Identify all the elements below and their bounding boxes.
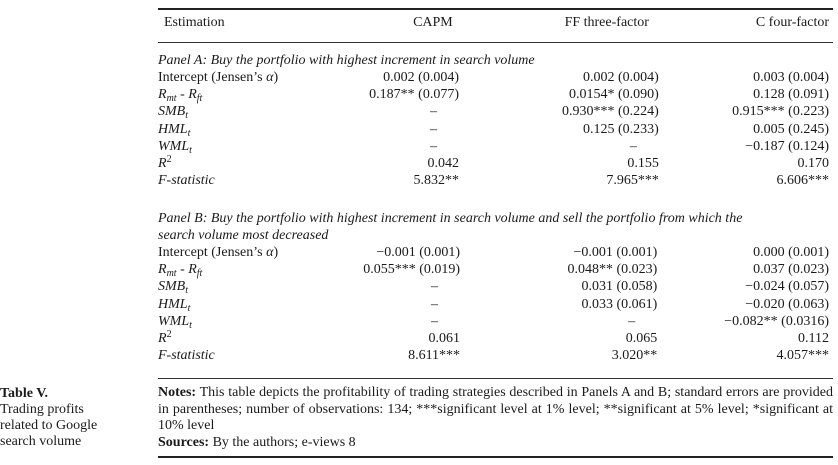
panel-b-cell-ff3: – [628,313,636,329]
panel-b-row: Rmt - Rft 0.055*** (0.019) 0.048** (0.023)… [158,261,833,280]
panel-b-row: F-statistic 8.611*** 3.020** 4.057*** [158,347,833,364]
panel-a-row: Rmt - Rft 0.187** (0.077) 0.0154* (0.090) 0… [158,86,833,105]
panel-b-cell-capm: 0.055*** (0.019) [363,262,461,278]
table-header: Estimation CAPM FF three-factor C four-f… [158,14,833,31]
bottom-rule [158,456,833,458]
panel-a-row: R2 0.042 0.155 0.170 [158,155,833,172]
panel-a-cell-ff3: – [629,138,637,154]
header-c4: C four-factor [755,15,829,30]
panel-a-cell-c4: 6.606*** [776,173,830,189]
table-title: Trading profits related to Google search… [0,402,98,449]
panel-a-table: Intercept (Jensen’s α) 0.002 (0.004) 0.002… [158,69,833,189]
panel-a-cell-ff3: 7.965*** [606,173,659,189]
panel-a-cell-c4: 0.128 (0.091) [753,87,829,103]
panel-a-row: F-statistic 5.832** 7.965*** 6.606*** [158,172,833,189]
panel-b-cell-ff3: 0.048** (0.023) [567,262,658,278]
panel-a-cell-capm: 0.187** (0.077) [369,87,459,103]
table-caption: Table V. Trading profits related to Goog… [0,386,150,450]
panel-a-cell-c4: 0.170 [797,156,830,172]
panel-a-row-label: SMBt [158,104,188,122]
panel-b-cell-ff3: 0.033 (0.061) [581,296,658,312]
panel-a-row: SMBt – 0.930*** (0.224) 0.915*** (0.223) [158,103,833,122]
top-rule [158,8,833,10]
panel-a-cell-ff3: 0.002 (0.004) [582,70,659,85]
panel-a-row-label: Rmt - Rft [158,87,203,105]
panel-b-cell-capm: 0.061 [428,331,461,347]
panel-b-cell-c4: −0.020 (0.063) [745,296,829,312]
panel-b-row-label: HMLt [158,296,191,314]
panel-a-cell-ff3: 0.0154* (0.090) [568,87,659,103]
panel-a-row-label: R2 [158,154,172,172]
panel-b-cell-c4: 0.000 (0.001) [753,245,829,260]
panel-b-cell-capm: – [431,279,439,295]
panel-a-row: HMLt – 0.125 (0.233) 0.005 (0.245) [158,121,833,139]
header-ff3: FF three-factor [564,15,649,30]
panel-a-cell-ff3: 0.125 (0.233) [582,121,659,137]
panel-a-cell-capm: – [429,104,437,120]
panel-a-cell-c4: 0.005 (0.245) [753,121,829,137]
panel-b-row-label: F-statistic [158,348,215,364]
panel-a-row: Intercept (Jensen’s α) 0.002 (0.004) 0.002… [158,69,833,86]
panel-a-cell-capm: 0.042 [427,156,459,172]
panel-a-row-label: Intercept (Jensen’s α) [158,70,279,85]
notes-label: Notes: [158,385,197,400]
panel-b-cell-c4: 4.057*** [776,348,830,364]
panel-b-cell-ff3: 0.065 [625,331,658,347]
panel-a-cell-capm: – [429,121,437,137]
notes-block: Notes: This table depicts the profitabil… [158,385,833,451]
panel-a-row-label: HMLt [158,121,191,139]
panel-b-row-label: Intercept (Jensen’s α) [158,245,279,260]
panel-a-cell-capm: – [429,138,437,154]
panel-b-row-label: Rmt - Rft [158,262,203,280]
panel-b-title-line2: search volume most decreased [158,228,329,243]
panel-b-row-label: R2 [158,329,172,347]
panel-b-row-label: WMLt [158,313,192,331]
panel-a-cell-capm: 0.002 (0.004) [383,70,459,85]
panel-b-title-line1: Panel B: Buy the portfolio with highest … [158,211,743,226]
panel-b-row: SMBt – 0.031 (0.058) −0.024 (0.057) [158,278,833,297]
panel-b-cell-ff3: 0.031 (0.058) [581,279,658,295]
panel-a-cell-ff3: 0.930*** (0.224) [561,104,659,120]
panel-a-cell-c4: 0.915*** (0.223) [732,104,829,120]
sources-label: Sources: [158,434,210,450]
panel-b-row: HMLt – 0.033 (0.061) −0.020 (0.063) [158,296,833,314]
panel-b-cell-c4: 0.112 [798,331,829,347]
header-estimation: Estimation [164,15,225,30]
notes-text: This table depicts the profitability of … [158,385,833,434]
panel-a-title: Panel A: Buy the portfolio with highest … [158,53,535,68]
header-capm: CAPM [413,15,453,30]
panel-b-cell-c4: −0.024 (0.057) [745,279,829,295]
panel-b-cell-ff3: −0.001 (0.001) [573,245,658,260]
sources-text: By the authors; e-views 8 [212,434,356,450]
panel-a-row-label: F-statistic [158,173,215,189]
panel-b-row: R2 0.061 0.065 0.112 [158,330,833,347]
panel-a-cell-c4: −0.187 (0.124) [745,138,829,154]
notes-paragraph: Notes: This table depicts the profitabil… [158,385,833,435]
notes-rule [158,378,833,379]
panel-b-title: Panel B: Buy the portfolio with highest … [158,210,833,244]
panel-b-cell-c4: −0.082** (0.0316) [724,313,829,329]
header-rule [158,42,833,43]
panel-b-cell-capm: – [431,313,439,329]
panel-a-cell-c4: 0.003 (0.004) [753,70,829,85]
panel-b-table: Intercept (Jensen’s α) −0.001 (0.001) −0.0… [158,244,833,364]
panel-b-row-label: SMBt [158,279,188,297]
panel-b-cell-capm: 8.611*** [408,348,461,364]
panel-b-cell-c4: 0.037 (0.023) [753,262,829,278]
panel-b-cell-ff3: 3.020** [611,348,658,364]
panel-b-row: WMLt – – −0.082** (0.0316) [158,313,833,331]
panel-a-cell-capm: 5.832** [413,173,459,189]
panel-a-row: WMLt – – −0.187 (0.124) [158,138,833,156]
sources-paragraph: Sources: By the authors; e-views 8 [158,435,833,452]
panel-b-row: Intercept (Jensen’s α) −0.001 (0.001) −0.0… [158,244,833,261]
panel-a-row-label: WMLt [158,138,192,156]
panel-b-cell-capm: −0.001 (0.001) [376,245,461,260]
panel-b-cell-capm: – [431,296,439,312]
panel-a-cell-ff3: 0.155 [627,156,659,172]
table-number: Table V. [0,386,48,401]
